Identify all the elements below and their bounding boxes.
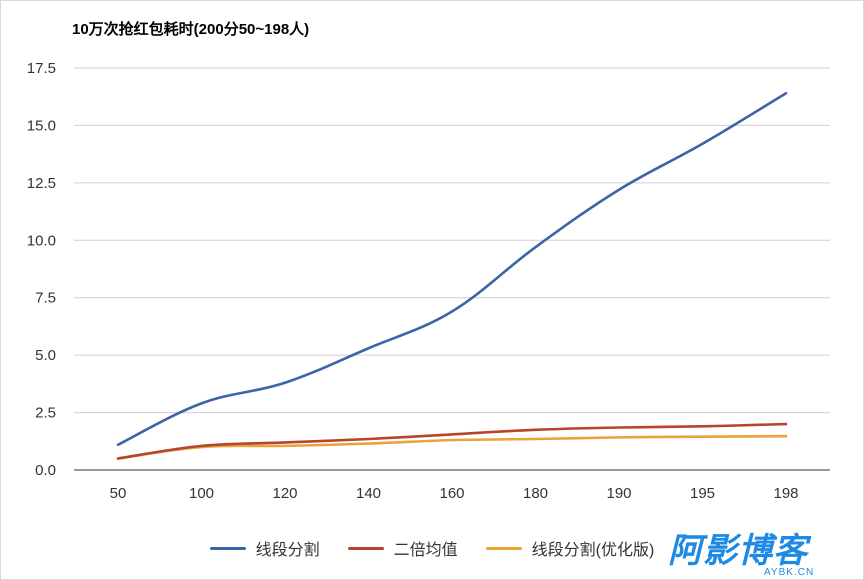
legend-swatch — [347, 546, 384, 550]
y-tick-label: 2.5 — [35, 405, 56, 422]
x-tick-label: 160 — [439, 485, 464, 502]
chart-title: 10万次抢红包耗时(200分50~198人) — [72, 21, 310, 38]
y-tick-label: 12.5 — [27, 175, 56, 192]
series-line — [116, 434, 788, 460]
legend-swatch — [209, 546, 246, 550]
legend-item: 线段分割(优化版) — [485, 536, 655, 560]
watermark-text: 阿影博客 — [668, 532, 808, 570]
x-tick-label: 190 — [606, 485, 631, 502]
y-tick-label: 17.5 — [27, 60, 56, 77]
x-tick-label: 100 — [189, 485, 214, 502]
y-tick-label: 15.0 — [27, 117, 56, 134]
legend-label: 二倍均值 — [393, 542, 458, 559]
legend-label: 线段分割(优化版) — [531, 542, 655, 559]
watermark: 阿影博客 AYBK.CN — [668, 534, 858, 578]
series-line — [116, 422, 788, 460]
legend-item: 线段分割 — [209, 536, 320, 560]
x-tick-label: 50 — [110, 485, 127, 502]
y-tick-label: 7.5 — [35, 290, 56, 307]
legend-label: 线段分割 — [255, 542, 320, 559]
chart-legend: 线段分割 二倍均值 线段分割(优化版) — [0, 536, 864, 560]
watermark-subtext: AYBK.CN — [764, 567, 815, 578]
x-tick-label: 180 — [523, 485, 548, 502]
legend-swatch — [485, 546, 522, 550]
y-tick-label: 10.0 — [27, 232, 56, 249]
legend-item: 二倍均值 — [347, 536, 458, 560]
x-tick-label: 120 — [272, 485, 297, 502]
y-tick-label: 0.0 — [35, 462, 56, 479]
x-tick-label: 195 — [690, 485, 715, 502]
y-tick-label: 5.0 — [35, 347, 56, 364]
series-line — [116, 91, 788, 447]
x-tick-label: 198 — [773, 485, 798, 502]
x-tick-label: 140 — [356, 485, 381, 502]
